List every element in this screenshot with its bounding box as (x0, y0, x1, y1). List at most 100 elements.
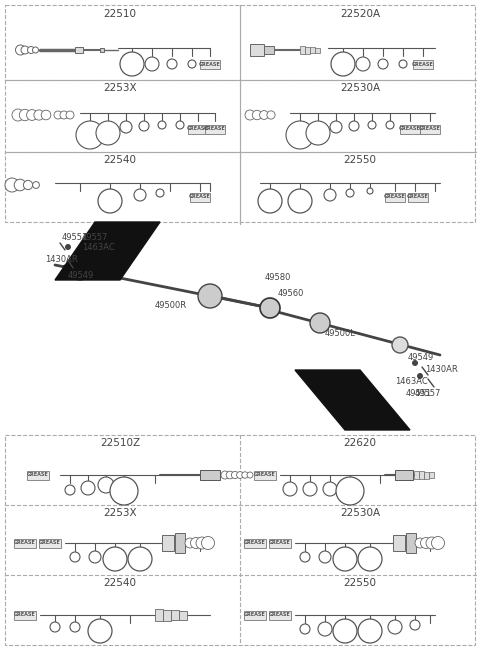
Circle shape (323, 482, 337, 496)
Text: 22510Z: 22510Z (100, 438, 140, 448)
Circle shape (103, 547, 127, 571)
Bar (395, 470, 413, 480)
Bar (171, 610, 179, 620)
Text: 49557: 49557 (415, 389, 442, 397)
Circle shape (415, 538, 425, 548)
Bar (414, 471, 419, 479)
Circle shape (96, 121, 120, 145)
Circle shape (260, 298, 280, 318)
Circle shape (50, 622, 60, 632)
Text: 2253X: 2253X (103, 83, 137, 93)
Circle shape (65, 244, 71, 250)
Bar (75, 47, 83, 53)
Circle shape (417, 373, 423, 379)
Text: GREASE: GREASE (269, 612, 291, 618)
Circle shape (120, 52, 144, 76)
Text: 49549: 49549 (68, 270, 94, 279)
Text: 1463AC: 1463AC (395, 378, 428, 386)
Bar (5, 5, 475, 222)
Circle shape (21, 46, 29, 54)
Bar (264, 46, 274, 54)
Circle shape (386, 121, 394, 129)
Text: GREASE: GREASE (187, 126, 209, 132)
Bar (190, 192, 210, 202)
Circle shape (399, 60, 407, 68)
Bar (269, 610, 291, 619)
Bar (100, 48, 104, 52)
Text: GREASE: GREASE (407, 194, 429, 200)
Circle shape (252, 110, 262, 120)
Circle shape (14, 179, 26, 191)
Circle shape (60, 111, 68, 119)
Circle shape (367, 188, 373, 194)
Text: 49551: 49551 (62, 233, 88, 242)
Bar (205, 124, 225, 133)
Text: 2253X: 2253X (103, 508, 137, 518)
Text: 49580: 49580 (265, 273, 291, 283)
Circle shape (196, 537, 208, 549)
Circle shape (34, 110, 44, 120)
Circle shape (76, 121, 104, 149)
Text: GREASE: GREASE (204, 126, 226, 132)
Circle shape (420, 537, 432, 548)
Circle shape (267, 111, 275, 119)
Bar (310, 47, 315, 53)
Text: GREASE: GREASE (399, 126, 421, 132)
Circle shape (221, 471, 229, 479)
Text: GREASE: GREASE (269, 540, 291, 546)
Text: GREASE: GREASE (14, 540, 36, 546)
Circle shape (346, 189, 354, 197)
Text: GREASE: GREASE (189, 194, 211, 200)
Circle shape (156, 189, 164, 197)
Text: 49551: 49551 (406, 389, 432, 397)
Circle shape (33, 181, 39, 189)
Bar (27, 470, 49, 480)
Circle shape (72, 264, 88, 280)
Text: 49549: 49549 (408, 354, 434, 362)
Text: GREASE: GREASE (27, 472, 49, 478)
Circle shape (70, 552, 80, 562)
Text: 49500R: 49500R (155, 301, 187, 310)
Circle shape (65, 485, 75, 495)
Circle shape (88, 619, 112, 643)
Circle shape (410, 620, 420, 630)
Text: 49500L: 49500L (325, 329, 356, 338)
Circle shape (145, 57, 159, 71)
Circle shape (333, 619, 357, 643)
Text: 22550: 22550 (344, 155, 376, 165)
Circle shape (15, 45, 25, 55)
Bar (420, 124, 440, 133)
Circle shape (283, 482, 297, 496)
Circle shape (81, 481, 95, 495)
Circle shape (75, 256, 81, 262)
Text: GREASE: GREASE (14, 612, 36, 618)
Circle shape (98, 477, 114, 493)
Bar (179, 610, 187, 619)
Circle shape (378, 59, 388, 69)
Circle shape (158, 121, 166, 129)
Circle shape (226, 471, 234, 479)
Bar (244, 610, 266, 619)
Circle shape (356, 57, 370, 71)
Circle shape (333, 547, 357, 571)
Text: GREASE: GREASE (244, 612, 266, 618)
Circle shape (388, 620, 402, 634)
Circle shape (33, 47, 38, 53)
Text: 22510: 22510 (104, 9, 136, 19)
Bar (14, 610, 36, 619)
Circle shape (260, 111, 268, 119)
Text: GREASE: GREASE (384, 194, 406, 200)
Text: 22520A: 22520A (340, 9, 380, 19)
Circle shape (237, 472, 243, 478)
Circle shape (245, 110, 255, 120)
Circle shape (19, 110, 31, 121)
Circle shape (247, 472, 253, 478)
Circle shape (358, 619, 382, 643)
Text: 1430AR: 1430AR (425, 365, 458, 375)
Text: 22550: 22550 (344, 578, 376, 588)
Circle shape (134, 189, 146, 201)
Bar (385, 192, 405, 202)
Text: 22530A: 22530A (340, 508, 380, 518)
Circle shape (242, 472, 248, 478)
Bar (250, 44, 264, 56)
